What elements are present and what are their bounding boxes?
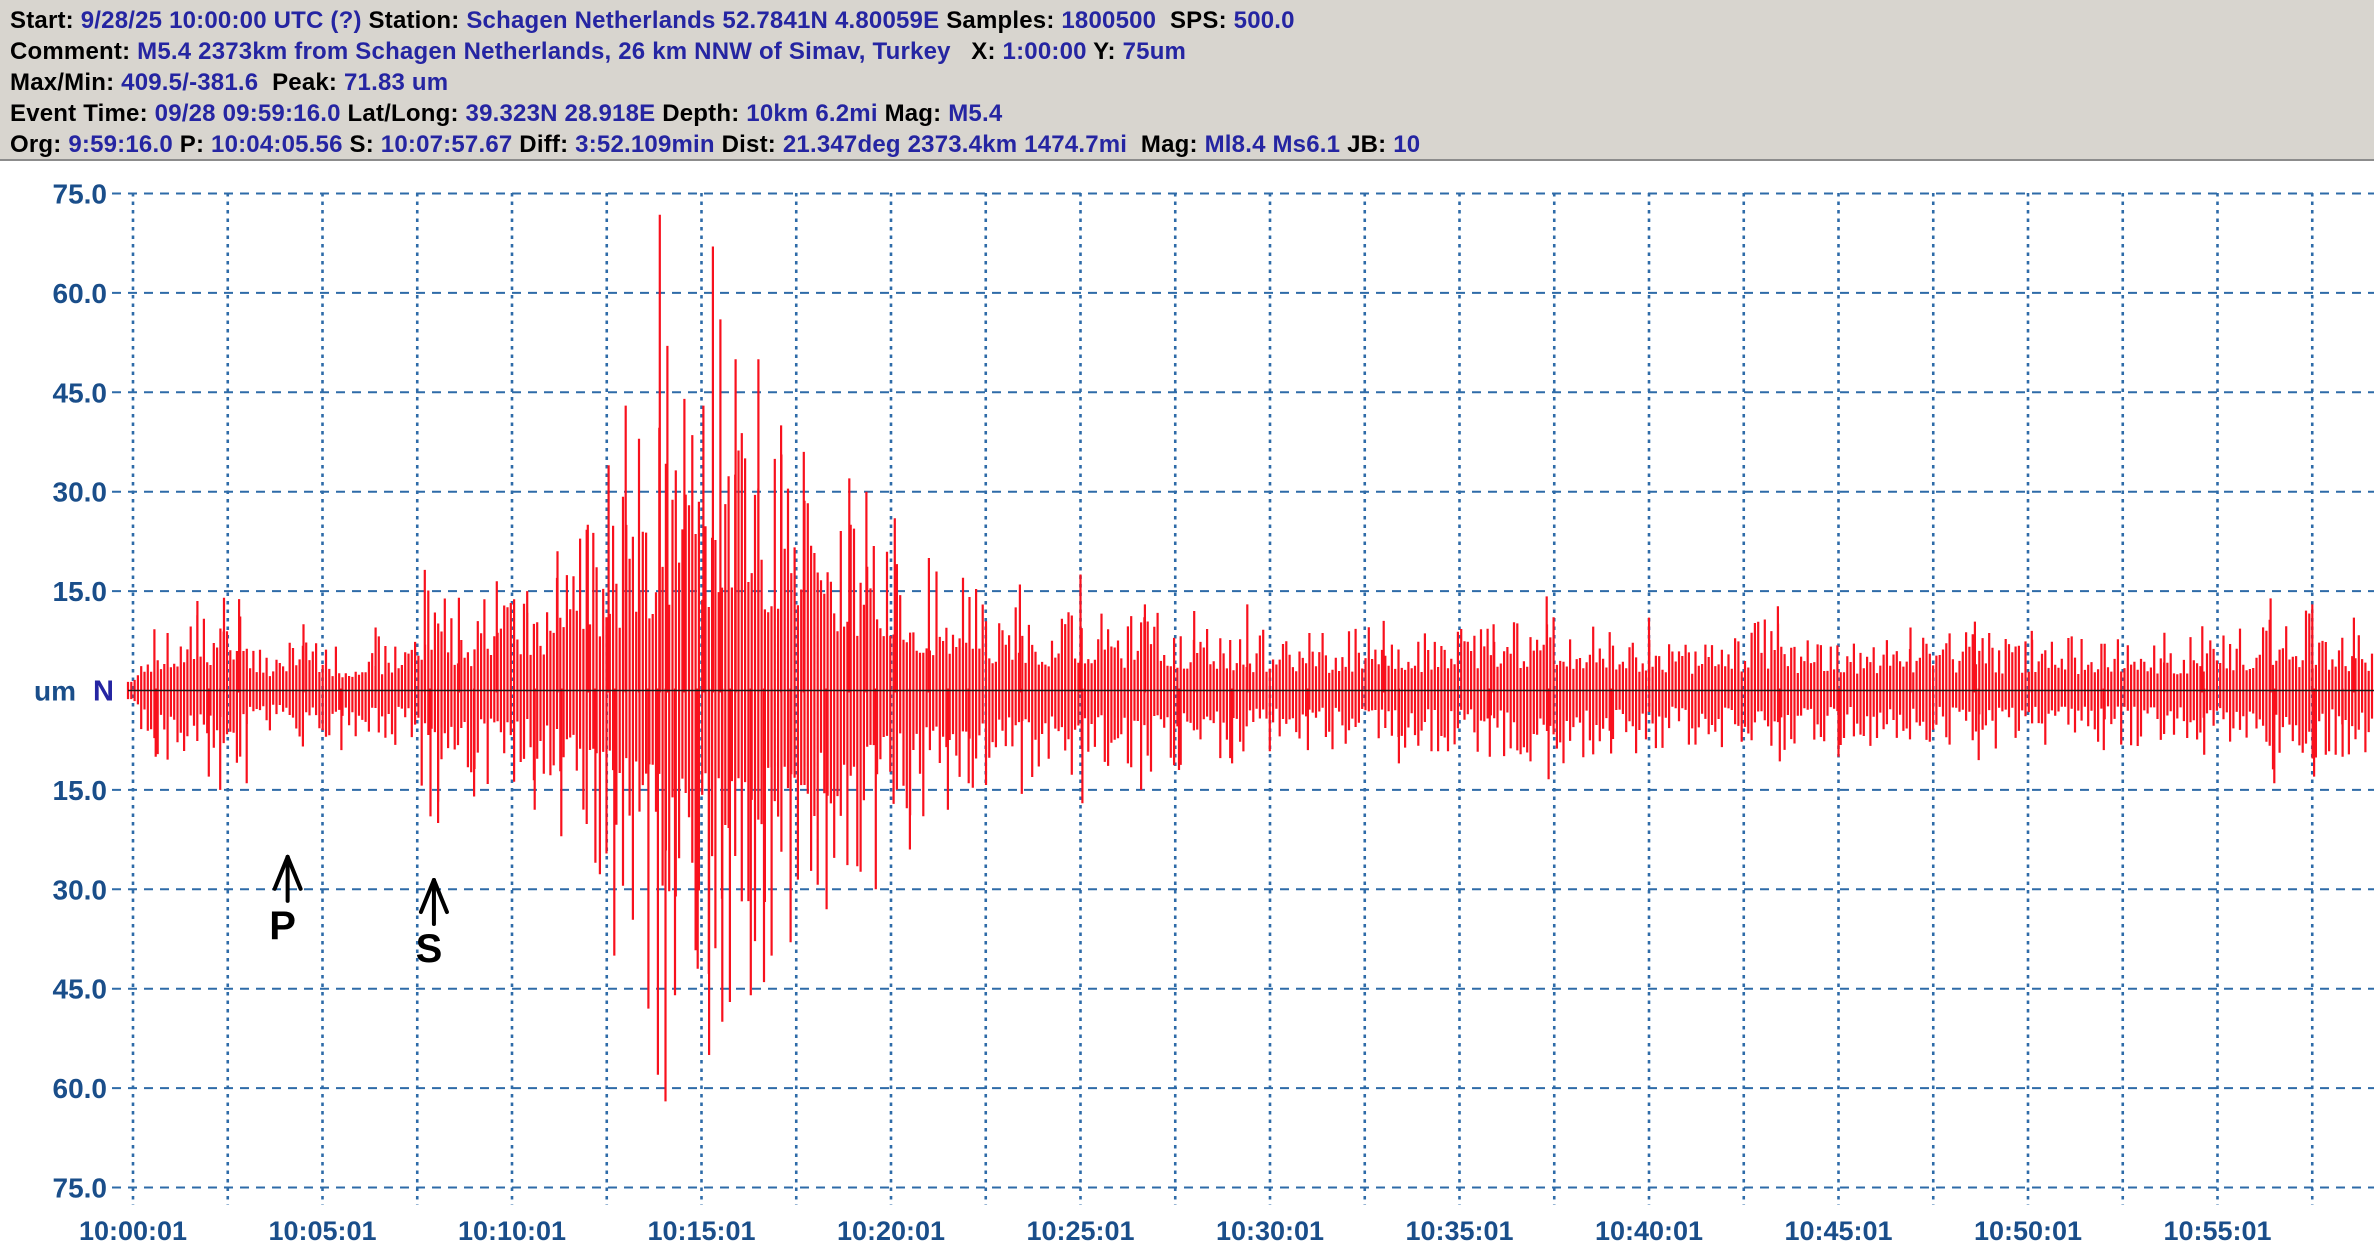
p-phase-label: P (269, 904, 296, 948)
start-line-seg-3: Schagen Netherlands 52.7841N 4.80059E (466, 7, 940, 34)
comment-line-seg-3: 1:00:00 (1002, 38, 1087, 65)
x-tick-label: 10:55:01 (2163, 1216, 2271, 1246)
y-tick-label: 75.0 (53, 1173, 108, 1204)
origin-line-seg-9: 21.347deg 2373.4km 1474.7mi (782, 131, 1128, 158)
comment-line-seg-2: X: (950, 38, 1003, 65)
maxmin-line-seg-0: Max/Min: (10, 69, 122, 96)
y-tick-label: 60.0 (53, 1073, 108, 1104)
arrow-up-icon (285, 854, 303, 891)
maxmin-line-seg-1: 409.5/-381.6 (121, 69, 259, 96)
event-line-seg-4: Depth: (655, 100, 747, 127)
x-tick-label: 10:45:01 (1784, 1216, 1892, 1246)
y-tick-label: 15.0 (53, 576, 108, 607)
x-tick-label: 10:35:01 (1405, 1216, 1513, 1246)
start-line-seg-6: SPS: (1156, 7, 1234, 34)
y-tick-label: 30.0 (53, 874, 108, 905)
y-axis-unit-label: um (34, 676, 76, 707)
p-phase-marker: P (269, 854, 303, 948)
comment-line-seg-5: 75um (1122, 38, 1187, 65)
event-line-seg-3: 39.323N 28.918E (465, 100, 656, 127)
origin-line-seg-4: S: (342, 131, 381, 158)
origin-line-seg-12: JB: (1340, 131, 1394, 158)
origin-line-seg-3: 10:04:05.56 (211, 131, 343, 158)
event-line-seg-2: Lat/Long: (340, 100, 466, 127)
x-tick-label: 10:40:01 (1595, 1216, 1703, 1246)
y-tick-label: 60.0 (53, 278, 108, 309)
origin-line: Org: 9:59:16.0 P: 10:04:05.56 S: 10:07:5… (0, 129, 2374, 160)
y-tick-label: 45.0 (53, 377, 108, 408)
arrow-up-icon (418, 878, 436, 915)
event-line-seg-0: Event Time: (10, 100, 155, 127)
comment-line-seg-1: M5.4 2373km from Schagen Netherlands, 26… (137, 38, 951, 65)
y-tick-label: 45.0 (53, 974, 108, 1005)
x-tick-label: 10:30:01 (1216, 1216, 1324, 1246)
origin-line-seg-6: Diff: (512, 131, 576, 158)
comment-line: Comment: M5.4 2373km from Schagen Nether… (0, 36, 2374, 67)
s-phase-label: S (416, 927, 443, 971)
origin-line-seg-1: 9:59:16.0 (68, 131, 173, 158)
event-line-seg-7: M5.4 (948, 100, 1003, 127)
x-tick-label: 10:15:01 (647, 1216, 755, 1246)
x-tick-label: 10:05:01 (268, 1216, 376, 1246)
start-line-seg-7: 500.0 (1233, 7, 1295, 34)
start-line-seg-4: Samples: (939, 7, 1062, 34)
x-tick-label: 10:00:01 (79, 1216, 187, 1246)
seismogram-svg[interactable]: 75.0 60.0 45.0 30.0 15.0 15.0 30.0 45.0 60.0 75.0… (0, 168, 2374, 1254)
start-line-seg-0: Start: (10, 7, 81, 34)
maxmin-line: Max/Min: 409.5/-381.6 Peak: 71.83 um (0, 67, 2374, 98)
start-line-seg-1: 9/28/25 10:00:00 UTC (?) (80, 7, 362, 34)
event-line-seg-1: 09/28 09:59:16.0 (154, 100, 341, 127)
maxmin-line-seg-3: 71.83 um (343, 69, 449, 96)
comment-line-seg-4: Y: (1086, 38, 1123, 65)
origin-line-seg-2: P: (172, 131, 212, 158)
y-tick-label: 15.0 (53, 775, 108, 806)
s-phase-marker: S (416, 878, 449, 971)
start-line-seg-2: Station: (361, 7, 467, 34)
y-tick-label: 30.0 (53, 477, 108, 508)
event-line: Event Time: 09/28 09:59:16.0 Lat/Long: 3… (0, 98, 2374, 129)
x-tick-label: 10:10:01 (458, 1216, 566, 1246)
origin-line-seg-11: Ml8.4 Ms6.1 (1204, 131, 1341, 158)
origin-line-seg-10: Mag: (1127, 131, 1205, 158)
x-tick-label: 10:25:01 (1026, 1216, 1134, 1246)
seismogram-plot-area[interactable]: 75.0 60.0 45.0 30.0 15.0 15.0 30.0 45.0 60.0 75.0… (0, 168, 2374, 1254)
grid (112, 192, 2374, 1205)
start-line: Start: 9/28/25 10:00:00 UTC (?) Station:… (0, 5, 2374, 36)
arrow-up-icon (272, 854, 290, 891)
event-line-seg-6: Mag: (877, 100, 949, 127)
event-info-header: Start: 9/28/25 10:00:00 UTC (?) Station:… (0, 0, 2374, 161)
x-tick-label: 10:20:01 (837, 1216, 945, 1246)
y-tick-label: 75.0 (53, 179, 108, 210)
component-label: N (93, 676, 114, 708)
arrow-up-icon (431, 878, 449, 915)
start-line-seg-5: 1800500 (1061, 7, 1157, 34)
event-line-seg-5: 10km 6.2mi (746, 100, 878, 127)
comment-line-seg-0: Comment: (10, 38, 138, 65)
maxmin-line-seg-2: Peak: (258, 69, 344, 96)
y-axis-labels: 75.0 60.0 45.0 30.0 15.0 15.0 30.0 45.0 60.0 75.0… (34, 179, 114, 1204)
origin-line-seg-13: 10 (1393, 131, 1421, 158)
origin-line-seg-8: Dist: (714, 131, 783, 158)
origin-line-seg-0: Org: (10, 131, 69, 158)
x-axis-labels: 10:00:01 10:05:01 10:10:01 10:15:01 10:20:01… (79, 1216, 2272, 1246)
origin-line-seg-5: 10:07:57.67 (380, 131, 513, 158)
x-tick-label: 10:50:01 (1974, 1216, 2082, 1246)
origin-line-seg-7: 3:52.109min (575, 131, 715, 158)
seismogram-trace (126, 214, 2374, 1102)
